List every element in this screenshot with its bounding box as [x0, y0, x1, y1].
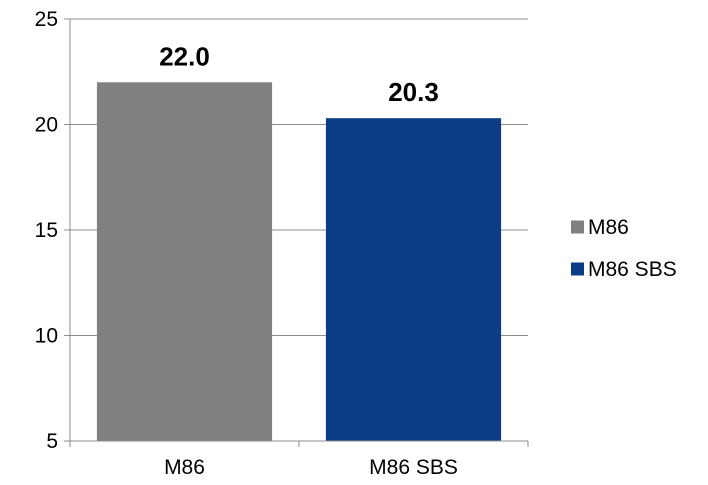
x-tick-labels: M86 M86 SBS [164, 456, 458, 479]
x-tick-label: M86 SBS [369, 456, 458, 479]
data-labels: 22.0 20.3 [159, 41, 439, 107]
legend-swatch [571, 220, 584, 234]
bar-m86 [96, 82, 273, 442]
axes [64, 18, 529, 447]
data-label: 20.3 [388, 77, 439, 107]
x-tick-label: M86 [164, 456, 205, 479]
y-tick-labels: 5 10 15 20 25 [35, 8, 58, 453]
legend-label: M86 [588, 216, 629, 239]
legend-swatch [571, 262, 584, 276]
legend: M86 M86 SBS [571, 216, 677, 281]
bars [96, 82, 502, 442]
legend-label: M86 SBS [588, 258, 677, 281]
y-tick-label: 25 [35, 8, 58, 31]
data-label: 22.0 [159, 41, 210, 71]
bar-m86-sbs [325, 118, 502, 442]
y-tick-label: 15 [35, 219, 58, 242]
y-tick-label: 20 [35, 114, 58, 137]
y-tick-label: 5 [46, 430, 58, 453]
y-tick-label: 10 [35, 325, 58, 348]
